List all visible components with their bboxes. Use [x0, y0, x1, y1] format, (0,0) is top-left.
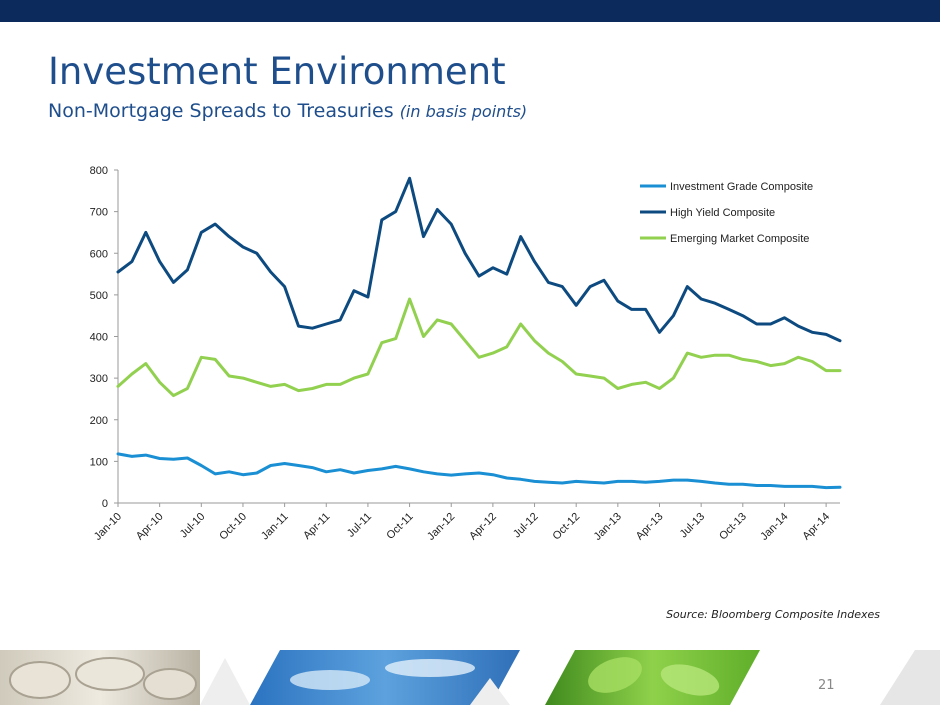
y-tick-label: 100	[90, 456, 108, 468]
footer-banner	[0, 650, 940, 705]
page-number: 21	[818, 678, 835, 693]
legend-label: High Yield Composite	[670, 207, 775, 219]
sky-image	[250, 650, 520, 705]
y-tick-label: 0	[102, 498, 108, 510]
y-tick-label: 800	[90, 165, 108, 177]
subtitle-note: (in basis points)	[399, 102, 528, 121]
series-line-3	[116, 297, 842, 398]
x-tick-label: Jan-13	[592, 511, 624, 543]
x-tick-label: Jul-13	[678, 511, 708, 541]
divider-triangle	[200, 658, 250, 705]
x-tick-label: Apr-11	[301, 511, 332, 542]
x-tick-label: Jan-14	[758, 511, 790, 543]
corner-shape	[880, 650, 940, 705]
x-tick-label: Oct-11	[384, 511, 415, 542]
spread-chart: 0 100 200 300 400 500 600 700 800 Jan-10 Apr-10 Jul…	[90, 165, 842, 543]
page-title: Investment Environment	[48, 50, 506, 93]
x-tick-label: Oct-12	[550, 511, 582, 543]
y-tick-label: 400	[90, 332, 108, 344]
series-line-1	[116, 452, 842, 490]
x-tick-label: Jul-10	[178, 511, 208, 541]
y-tick-label: 300	[90, 373, 108, 385]
header-bar	[0, 0, 940, 22]
rope-image	[0, 650, 200, 705]
y-tick-label: 600	[90, 248, 108, 260]
y-tick-label: 200	[90, 415, 108, 427]
x-tick-label: Apr-14	[800, 511, 832, 543]
legend-label: Emerging Market Composite	[670, 233, 809, 245]
x-tick-label: Apr-13	[634, 511, 666, 543]
divider-triangle-2	[470, 678, 510, 705]
legend-label: Investment Grade Composite	[670, 181, 813, 193]
x-tick-label: Oct-13	[717, 511, 749, 543]
x-tick-label: Jan-12	[425, 511, 457, 543]
source-note: Source: Bloomberg Composite Indexes	[666, 608, 880, 621]
x-tick-label: Jul-12	[511, 511, 541, 541]
y-tick-label: 500	[90, 290, 108, 302]
leaf-image	[545, 650, 760, 705]
y-tick-label: 700	[90, 207, 108, 219]
x-tick-label: Jul-11	[345, 511, 374, 540]
series-line-2	[116, 176, 842, 343]
page-subtitle: Non-Mortgage Spreads to Treasuries (in b…	[48, 100, 527, 122]
x-tick-label: Apr-12	[467, 511, 499, 543]
x-tick-label: Jan-10	[92, 511, 124, 543]
x-tick-label: Oct-10	[217, 511, 249, 543]
subtitle-text: Non-Mortgage Spreads to Treasuries	[48, 100, 394, 122]
x-tick-label: Jan-11	[259, 511, 291, 543]
x-tick-label: Apr-10	[134, 511, 166, 543]
